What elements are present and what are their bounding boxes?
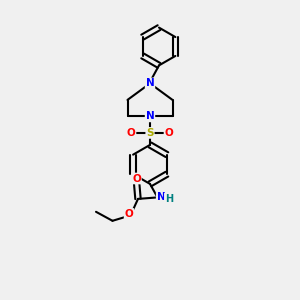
Text: N: N bbox=[146, 111, 154, 122]
Text: N: N bbox=[157, 192, 166, 202]
Text: O: O bbox=[127, 128, 136, 138]
Text: O: O bbox=[132, 173, 141, 184]
Text: O: O bbox=[124, 209, 134, 219]
Text: H: H bbox=[165, 194, 173, 204]
Text: O: O bbox=[164, 128, 173, 138]
Text: N: N bbox=[146, 78, 154, 88]
Text: S: S bbox=[146, 128, 154, 138]
